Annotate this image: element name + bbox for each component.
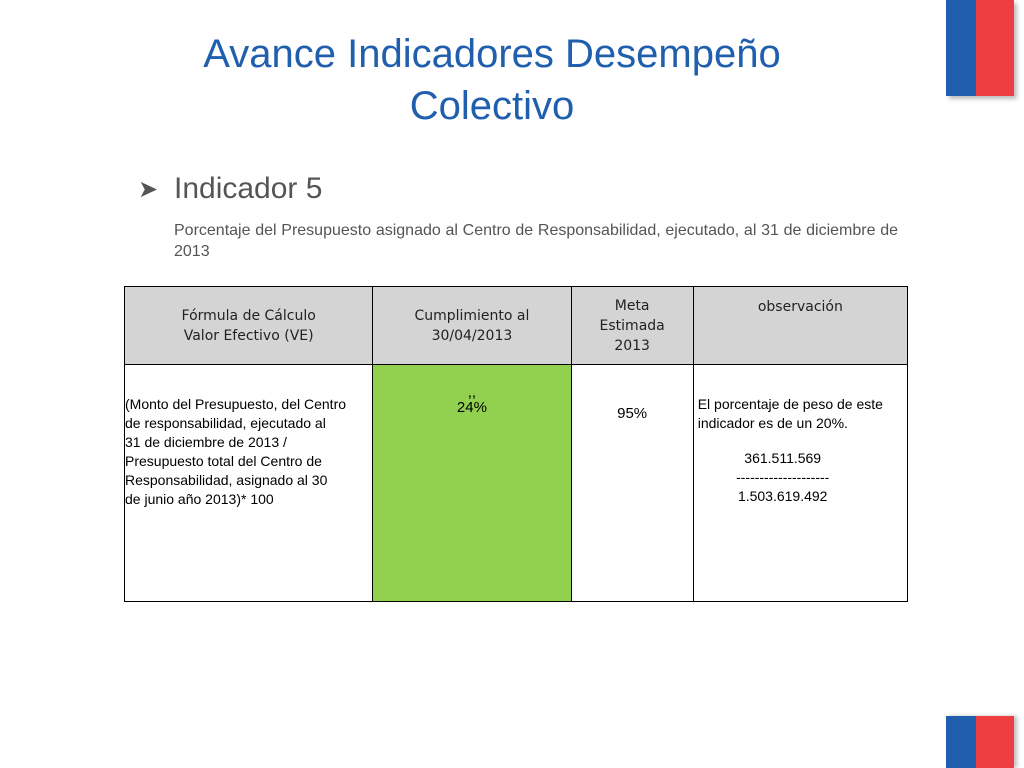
- divider: --------------------: [736, 469, 830, 485]
- flag-red-stripe: [976, 0, 1014, 96]
- header-cumplimiento: Cumplimiento al 30/04/2013: [372, 286, 572, 365]
- cumplimiento-cell: ,, 24%: [372, 364, 572, 602]
- meta-value: 95%: [617, 405, 648, 422]
- indicator-description: Porcentaje del Presupuesto asignado al C…: [174, 222, 898, 260]
- slide-title: Avance Indicadores Desempeño Colectivo: [120, 28, 864, 132]
- header-observacion: observación: [692, 286, 909, 365]
- formula-cell: (Monto del Presupuesto, del Centro de re…: [123, 364, 374, 602]
- title-line-2: Colectivo: [409, 84, 575, 128]
- cumplimiento-marks: ,,: [467, 384, 477, 401]
- numerator: 361.511.569: [744, 450, 822, 466]
- cumplimiento-value: 24%: [456, 399, 487, 416]
- meta-cell: 95%: [570, 364, 694, 602]
- observacion-cell: El porcentaje de peso de este indicador …: [692, 364, 909, 602]
- table-row: (Monto del Presupuesto, del Centro de re…: [123, 364, 909, 602]
- denominator: 1.503.619.492: [737, 488, 828, 504]
- flag-red-stripe: [976, 716, 1014, 768]
- ratio-block: 361.511.569 -------------------- 1.503.6…: [698, 449, 868, 506]
- title-line-1: Avance Indicadores Desempeño: [203, 32, 781, 76]
- flag-decoration-top: [946, 0, 1014, 96]
- indicator-label: Indicador 5: [174, 172, 323, 205]
- indicator-table: Fórmula de Cálculo Valor Efectivo (VE) C…: [123, 286, 909, 602]
- header-formula: Fórmula de Cálculo Valor Efectivo (VE): [123, 286, 374, 365]
- flag-blue-stripe: [946, 0, 976, 96]
- arrow-bullet-icon: ➤: [138, 175, 159, 203]
- flag-blue-stripe: [946, 716, 976, 768]
- table-header-row: Fórmula de Cálculo Valor Efectivo (VE) C…: [123, 286, 909, 365]
- indicator-heading: ➤ Indicador 5: [138, 172, 322, 206]
- header-meta: Meta Estimada 2013: [570, 286, 694, 365]
- flag-decoration-bottom: [946, 716, 1014, 768]
